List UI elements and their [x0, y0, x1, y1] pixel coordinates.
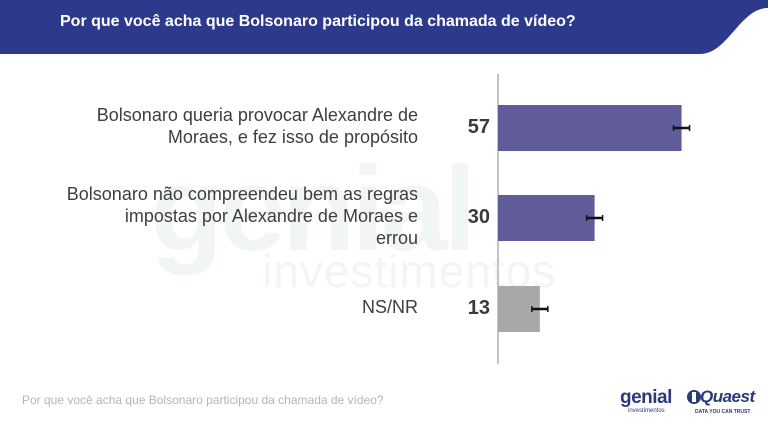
category-label-3-line-1: NS/NR	[361, 297, 418, 317]
category-label-2-line-2: impostas por Alexandre de Moraes e	[124, 206, 418, 226]
footer-question: Por que você acha que Bolsonaro particip…	[22, 393, 384, 407]
category-label-1-line-2: Moraes, e fez isso de propósito	[167, 127, 418, 147]
quaest-logo: Quaest DATA YOU CAN TRUST	[686, 387, 755, 419]
category-label-2: Bolsonaro não compreendeu bem as regras i…	[67, 183, 418, 249]
value-label-2: 30	[467, 206, 490, 228]
value-label-1: 57	[467, 116, 490, 138]
quaest-logo-word: Quaest	[700, 387, 755, 406]
header-banner: Por que você acha que Bolsonaro particip…	[0, 0, 768, 54]
quaest-mark-icon	[687, 390, 701, 404]
category-label-1: Bolsonaro queria provocar Alexandre de Mo…	[97, 104, 418, 148]
genial-logo-sub: investimentos	[628, 408, 665, 414]
header-background	[0, 0, 768, 54]
category-label-3: NS/NR	[362, 296, 418, 318]
genial-logo: genial investimentos	[620, 387, 684, 419]
bar-1	[498, 105, 682, 151]
quaest-logo-tagline: DATA YOU CAN TRUST	[695, 409, 751, 415]
genial-logo-word: genial	[620, 387, 672, 408]
page-title: Por que você acha que Bolsonaro particip…	[60, 13, 576, 30]
value-label-3: 13	[467, 297, 490, 319]
bar-2	[498, 195, 595, 241]
category-label-2-line-1: Bolsonaro não compreendeu bem as regras	[66, 184, 418, 204]
category-label-1-line-1: Bolsonaro queria provocar Alexandre de	[96, 105, 418, 125]
category-label-2-line-3: errou	[375, 228, 418, 248]
